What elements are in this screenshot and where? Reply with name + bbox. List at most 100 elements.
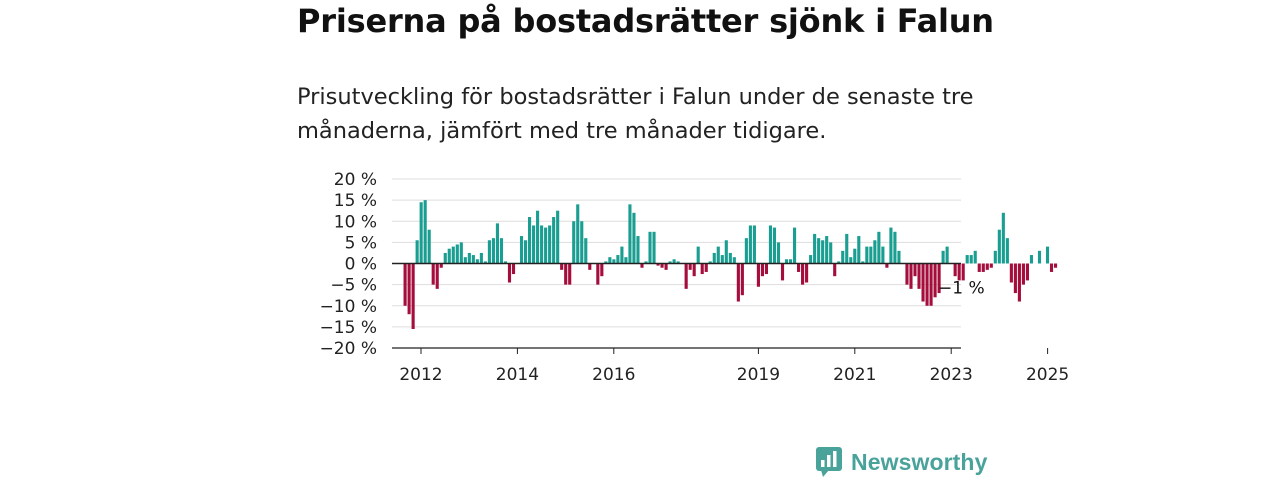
bar	[925, 263, 929, 306]
bar	[708, 261, 712, 264]
bar	[728, 252, 732, 264]
bar	[467, 252, 471, 264]
y-tick-label: 0 %	[345, 255, 377, 275]
bar	[560, 263, 564, 270]
bar	[849, 257, 853, 264]
bar	[443, 252, 447, 264]
bar	[965, 255, 969, 264]
bar	[668, 261, 672, 264]
y-axis-ticks: 20 %15 %10 %5 %0 %−5 %−10 %−15 %−20 %	[320, 170, 377, 359]
y-tick-label: 15 %	[334, 191, 377, 211]
bar	[604, 261, 608, 264]
y-tick-label: 10 %	[334, 212, 377, 232]
bar	[788, 259, 793, 264]
bar	[837, 261, 841, 264]
bar	[748, 225, 752, 264]
bars	[403, 200, 1058, 329]
y-tick-label: −15 %	[320, 318, 377, 338]
bar	[459, 242, 463, 264]
bar	[463, 257, 467, 264]
bar	[1021, 263, 1025, 285]
bar	[684, 263, 688, 289]
bar	[744, 238, 748, 264]
bar	[439, 263, 443, 268]
bar	[487, 240, 491, 264]
bar	[853, 248, 857, 264]
bar	[612, 259, 616, 264]
bar	[756, 263, 760, 287]
bar	[957, 263, 961, 281]
bar	[696, 246, 700, 264]
bar	[873, 240, 877, 264]
bar	[953, 263, 957, 277]
bar	[881, 246, 885, 264]
bar	[1053, 263, 1058, 268]
bar	[1045, 246, 1050, 264]
x-tick-label: 2014	[496, 365, 539, 385]
bar	[857, 236, 861, 264]
bar	[532, 225, 536, 264]
bar	[548, 225, 552, 264]
bar	[969, 255, 973, 264]
bar	[961, 263, 965, 281]
bar	[768, 225, 773, 264]
bar	[415, 240, 419, 264]
bar	[724, 240, 728, 264]
bar	[897, 250, 901, 264]
bar	[652, 231, 656, 264]
newsworthy-brand: Newsworthy	[815, 446, 987, 478]
brand-name: Newsworthy	[851, 448, 988, 475]
bar	[499, 238, 504, 264]
bar	[616, 255, 620, 264]
x-axis-ticks: 2012 2014 2016 2019 2021 2023 2025	[399, 348, 1069, 385]
x-tick-label: 2021	[833, 365, 876, 385]
bar	[640, 263, 644, 268]
bar	[813, 233, 817, 264]
bar	[821, 240, 825, 264]
y-tick-label: −5 %	[330, 276, 377, 296]
bar	[540, 225, 544, 264]
bar	[664, 263, 668, 270]
bar	[427, 229, 431, 264]
bar	[511, 263, 516, 275]
bar	[692, 263, 696, 277]
bar	[588, 263, 592, 270]
bar	[985, 263, 989, 270]
bar	[877, 231, 881, 264]
axes	[392, 262, 961, 349]
bar	[451, 246, 455, 264]
bar	[403, 263, 407, 306]
bar	[933, 263, 937, 298]
bar	[608, 257, 612, 264]
x-tick-label: 2012	[399, 365, 442, 385]
bar	[644, 261, 648, 264]
bar	[536, 210, 540, 264]
bar	[471, 255, 475, 264]
bar	[503, 261, 508, 264]
bar	[688, 263, 692, 270]
bar	[716, 246, 720, 264]
bar	[483, 261, 487, 264]
x-tick-label: 2025	[1026, 365, 1069, 385]
bar	[564, 263, 568, 285]
bar	[656, 263, 660, 266]
bar	[407, 263, 411, 315]
bar	[989, 263, 993, 268]
chart-subtitle: Prisutveckling för bostadsrätter i Falun…	[297, 84, 974, 144]
bar	[435, 263, 439, 289]
y-tick-label: 5 %	[345, 233, 377, 253]
bar	[475, 259, 479, 264]
bar	[419, 202, 423, 264]
chart-title: Priserna på bostadsrätter sjönk i Falun	[297, 2, 994, 40]
bar	[1037, 250, 1042, 264]
bar	[997, 229, 1001, 264]
bar	[909, 263, 913, 289]
bar	[1029, 255, 1034, 264]
bar	[845, 233, 849, 264]
bar	[704, 263, 708, 272]
bar	[825, 236, 829, 264]
bar	[732, 257, 736, 264]
bar	[929, 263, 933, 306]
bar	[817, 238, 821, 264]
